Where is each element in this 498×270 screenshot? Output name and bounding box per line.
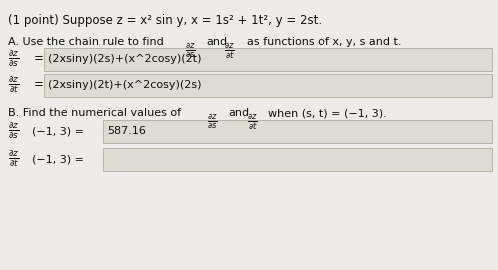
Text: =: =: [34, 79, 44, 92]
Text: $\frac{\partial z}{\partial t}$: $\frac{\partial z}{\partial t}$: [247, 112, 258, 131]
Text: $\frac{\partial z}{\partial t}$: $\frac{\partial z}{\partial t}$: [8, 75, 19, 95]
Text: $\frac{\partial z}{\partial s}$: $\frac{\partial z}{\partial s}$: [8, 121, 19, 141]
Text: (−1, 3) =: (−1, 3) =: [32, 126, 84, 136]
Text: when (s, t) = (−1, 3).: when (s, t) = (−1, 3).: [268, 108, 387, 118]
Text: (2xsiny)(2t)+(x^2cosy)(2s): (2xsiny)(2t)+(x^2cosy)(2s): [48, 80, 202, 90]
Text: $\frac{\partial z}{\partial s}$: $\frac{\partial z}{\partial s}$: [185, 41, 196, 60]
Text: and: and: [206, 37, 227, 47]
FancyBboxPatch shape: [44, 48, 492, 71]
Text: (1 point) Suppose z = x² sin y, x = 1s² + 1t², y = 2st.: (1 point) Suppose z = x² sin y, x = 1s² …: [8, 14, 322, 27]
FancyBboxPatch shape: [103, 120, 492, 143]
Text: and: and: [228, 108, 249, 118]
Text: as functions of x, y, s and t.: as functions of x, y, s and t.: [247, 37, 401, 47]
Text: 587.16: 587.16: [107, 127, 146, 137]
Text: (−1, 3) =: (−1, 3) =: [32, 154, 84, 164]
Text: B. Find the numerical values of: B. Find the numerical values of: [8, 108, 181, 118]
FancyBboxPatch shape: [44, 74, 492, 97]
Text: (2xsiny)(2s)+(x^2cosy)(2t): (2xsiny)(2s)+(x^2cosy)(2t): [48, 55, 202, 65]
FancyBboxPatch shape: [103, 148, 492, 171]
Text: =: =: [34, 52, 44, 66]
Text: $\frac{\partial z}{\partial t}$: $\frac{\partial z}{\partial t}$: [8, 149, 19, 169]
Text: $\frac{\partial z}{\partial t}$: $\frac{\partial z}{\partial t}$: [224, 41, 235, 60]
Text: A. Use the chain rule to find: A. Use the chain rule to find: [8, 37, 164, 47]
Text: $\frac{\partial z}{\partial s}$: $\frac{\partial z}{\partial s}$: [8, 49, 19, 69]
Text: $\frac{\partial z}{\partial s}$: $\frac{\partial z}{\partial s}$: [207, 112, 218, 131]
